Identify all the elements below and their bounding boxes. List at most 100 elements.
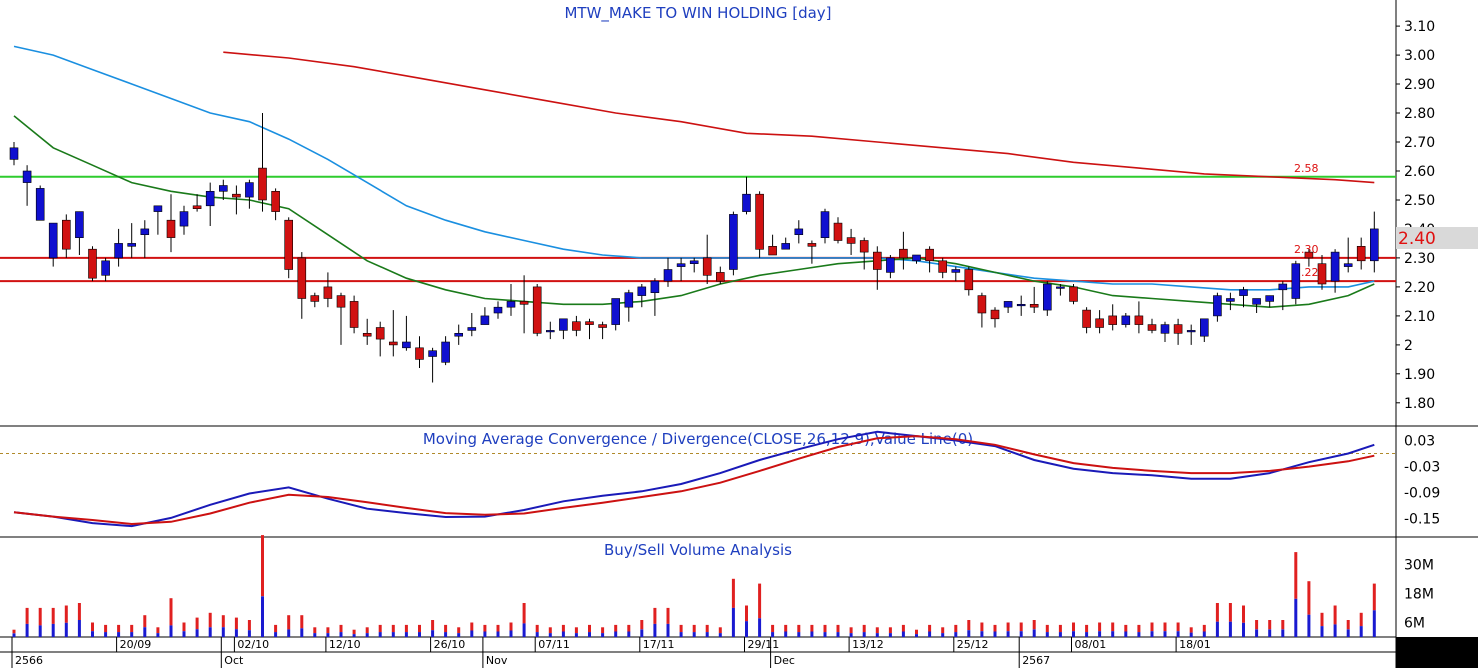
volume-buy-bar (208, 627, 212, 637)
volume-buy-bar (444, 632, 448, 637)
volume-buy-bar (391, 632, 395, 637)
macd-lines (0, 430, 1396, 528)
candle-body (912, 254, 921, 262)
volume-sell-bar (993, 624, 997, 632)
x-tick-label: 08/01 (1075, 638, 1107, 651)
price-y-tick: 2.60 (1404, 164, 1435, 180)
volume-sell-bar (1307, 581, 1311, 615)
volume-sell-bar (274, 624, 278, 633)
volume-sell-bar (457, 627, 461, 634)
candle-body (925, 248, 934, 262)
candle-body (75, 211, 84, 239)
x-tick-label: 26/10 (434, 638, 466, 651)
volume-buy-bar (378, 632, 382, 637)
ma-green-line (13, 115, 1375, 309)
volume-buy-bar (117, 632, 121, 637)
candle-body (702, 257, 712, 276)
volume-buy-bar (1189, 632, 1193, 637)
volume-buy-bar (640, 629, 644, 637)
candle-body (689, 260, 699, 264)
volume-buy-bar (1294, 598, 1298, 637)
price-y-tick: 1.80 (1404, 396, 1435, 412)
volume-buy-bar (1333, 624, 1337, 637)
volume-buy-bar (745, 621, 748, 637)
candle-body (192, 205, 202, 210)
volume-sell-bar (1281, 620, 1285, 630)
candle-body (1200, 318, 1209, 337)
volume-sell-bar (1006, 622, 1010, 632)
volume-sell-bar (888, 627, 892, 634)
volume-y-tick: 6M (1404, 616, 1425, 632)
price-y-tick: 2.90 (1404, 77, 1435, 93)
volume-buy-bar (967, 630, 971, 637)
candle-body (140, 228, 150, 235)
x-tick-label: Nov (486, 654, 508, 667)
candle-body (493, 306, 503, 314)
volume-sell-bar (169, 598, 173, 626)
x-tick-label: 07/11 (538, 638, 570, 651)
candle-body (1173, 324, 1183, 334)
volume-buy-bar (457, 633, 461, 637)
candle-body (964, 269, 974, 291)
volume-buy-bar (51, 623, 55, 637)
candle-body (467, 327, 477, 331)
volume-buy-bar (91, 631, 94, 637)
volume-buy-bar (915, 634, 918, 637)
x-tick-label: 13/12 (852, 638, 884, 651)
candle-body (1082, 309, 1091, 328)
candle-body (1121, 315, 1131, 325)
volume-buy-bar (718, 633, 722, 637)
volume-buy-bar (221, 627, 225, 637)
volume-buy-bar (823, 632, 827, 637)
volume-sell-bar (535, 624, 539, 633)
candle-body (1239, 289, 1248, 296)
date-x-axis: 2566 20/09 Oct 02/10 12/10 26/10 Nov 07/11 17/11… (0, 637, 1396, 668)
volume-sell-bar (954, 624, 958, 633)
candle-body (611, 298, 621, 325)
volume-buy-bar (666, 623, 670, 637)
x-tick-label: 29/11 (748, 638, 780, 651)
volume-sell-bar (300, 615, 304, 629)
x-tick-label: 17/11 (643, 638, 675, 651)
candle-body (284, 219, 294, 270)
volume-sell-bar (797, 624, 801, 633)
candle-body (61, 219, 71, 250)
candle-body (1304, 251, 1314, 259)
candle-body (1265, 295, 1274, 302)
last-price-label: 2.40 (1398, 229, 1436, 249)
volume-sell-bar (378, 624, 382, 633)
candle-body (1160, 324, 1170, 334)
candle-body (205, 191, 215, 207)
volume-sell-bar (12, 629, 16, 634)
candle-body (35, 188, 45, 221)
candle-body (219, 185, 228, 192)
volume-sell-bar (862, 624, 866, 633)
volume-sell-bar (784, 624, 788, 632)
candle-body (1252, 298, 1261, 305)
volume-sell-bar (1320, 612, 1324, 627)
volume-sell-bar (509, 622, 513, 631)
volume-sell-bar (836, 624, 840, 633)
candle-body (245, 182, 254, 198)
volume-buy-bar (77, 620, 81, 637)
candle-body (362, 332, 372, 337)
candle-body (415, 347, 424, 360)
candle-body (755, 193, 764, 250)
macd-y-tick: -0.03 (1404, 460, 1440, 476)
volume-buy-bar (1281, 629, 1285, 637)
volume-sell-bar (156, 627, 160, 634)
volume-sell-bar (391, 624, 395, 633)
candle-body (1134, 315, 1144, 325)
volume-sell-bar (928, 624, 932, 632)
volume-chart-title: Buy/Sell Volume Analysis (604, 541, 792, 559)
price-y-tick: 3.00 (1404, 48, 1435, 64)
price-y-tick: 2.70 (1404, 135, 1435, 151)
volume-buy-bar (300, 628, 304, 637)
volume-buy-bar (404, 632, 408, 637)
volume-buy-bar (104, 632, 108, 637)
volume-buy-bar (1359, 626, 1363, 637)
volume-buy-bar (784, 631, 788, 637)
volume-buy-bar (1006, 631, 1010, 637)
candle-body (820, 211, 830, 239)
x-tick-label: Oct (224, 654, 244, 667)
